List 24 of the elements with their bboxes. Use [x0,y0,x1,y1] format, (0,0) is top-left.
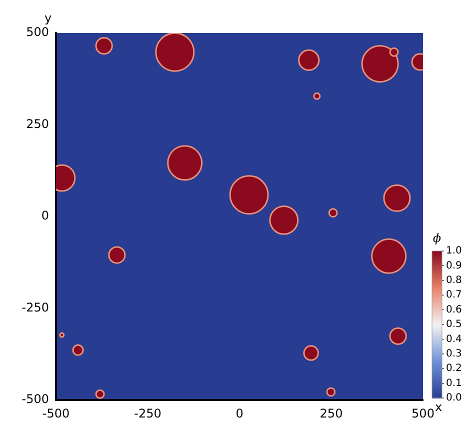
color-bar-label: 0.3 [446,348,462,360]
y-tick-label: 250 [26,116,49,131]
color-bar-label: 0.0 [446,392,462,404]
color-bar-label: 0.2 [446,363,462,374]
x-tick-label: 0 [236,406,244,420]
x-tick-label: -500 [42,406,70,420]
y-tick-label: -500 [22,392,49,406]
x-tick-label: 250 [320,406,343,420]
color-bar-label: 0.8 [446,274,462,286]
color-bar-label: 0.1 [446,378,462,389]
color-bar-label: 1.0 [446,246,462,257]
color-bar-label: 0.5 [446,319,462,330]
y-tick-label: 0 [41,208,49,223]
x-axis-title: x [435,400,442,414]
x-tick-label: -250 [134,406,162,420]
color-bar-label: 0.4 [446,334,462,345]
y-axis-title: y [44,11,52,26]
color-bar-label: 0.6 [446,304,462,316]
color-bar-label: 0.7 [446,290,462,301]
x-tick-label: 500 [412,406,434,420]
color-bar-label: 0.9 [446,260,462,272]
color-bar-title: ϕ [432,231,442,246]
y-tick-label: 500 [26,25,49,40]
y-tick-label: -250 [22,300,49,314]
